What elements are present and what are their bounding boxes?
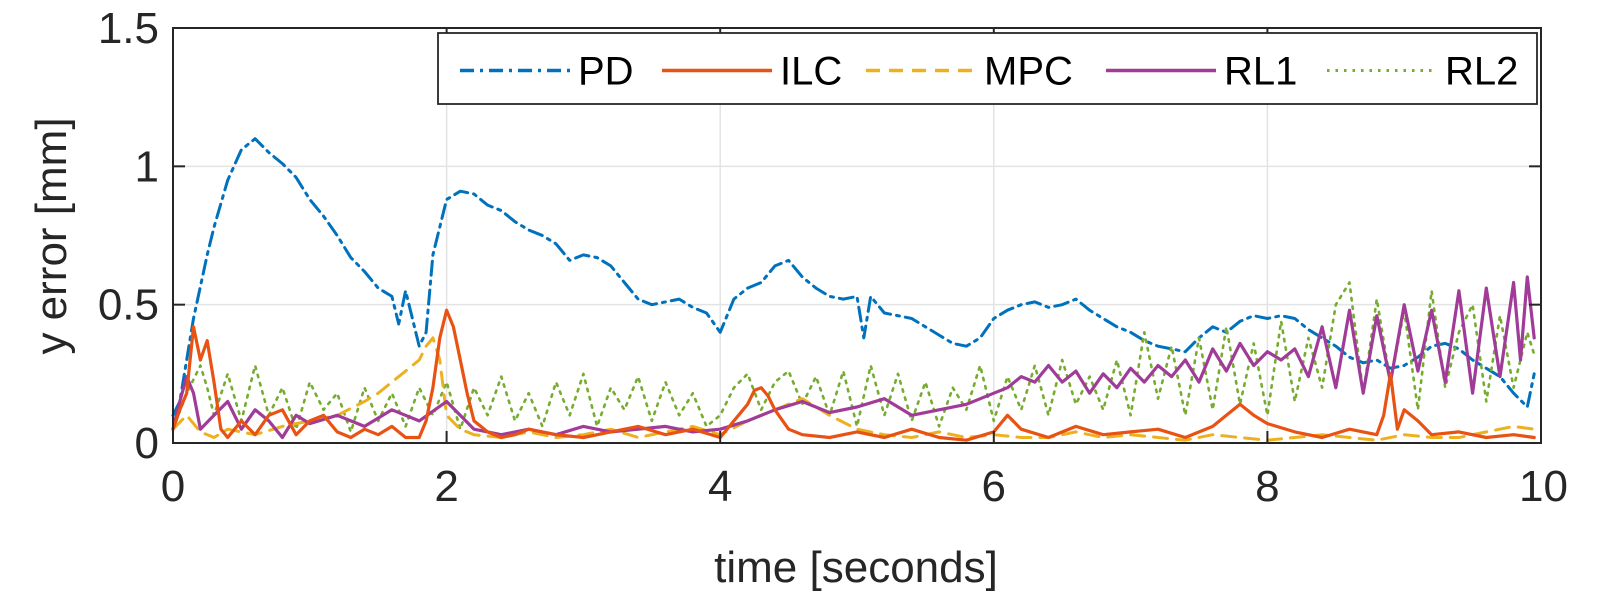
legend-label-rl1: RL1 — [1224, 50, 1297, 94]
x-tick-label: 8 — [1255, 462, 1279, 511]
y-tick-label: 1.5 — [98, 4, 159, 53]
legend-box — [437, 32, 1538, 105]
x-tick-label: 0 — [161, 462, 185, 511]
legend-label-mpc: MPC — [984, 50, 1073, 94]
x-tick-label: 10 — [1519, 462, 1568, 511]
series-line-pd — [171, 137, 1536, 417]
series-line-rl1 — [171, 275, 1536, 440]
y-axis-label: y error [mm] — [27, 117, 76, 354]
y-tick-label: 0 — [135, 419, 159, 468]
plot-area — [171, 137, 1536, 442]
x-tick-label: 4 — [708, 462, 732, 511]
series-line-rl2 — [171, 281, 1536, 434]
legend-label-ilc: ILC — [780, 50, 842, 94]
x-tick-label: 2 — [434, 462, 458, 511]
legend: PD ILC MPC RL1 RL2 — [437, 32, 1538, 105]
axes-box — [172, 27, 1542, 444]
x-axis-label: time [seconds] — [714, 543, 998, 592]
legend-label-pd: PD — [578, 50, 634, 94]
legend-label-rl2: RL2 — [1445, 50, 1518, 94]
x-axis-ticks: 0 2 4 6 8 10 — [161, 28, 1568, 511]
y-axis-ticks: 0 0.5 1 1.5 — [98, 4, 1541, 468]
y-tick-label: 1 — [135, 142, 159, 191]
y-tick-label: 0.5 — [98, 281, 159, 330]
x-tick-label: 6 — [982, 462, 1006, 511]
series-line-ilc — [171, 308, 1536, 442]
